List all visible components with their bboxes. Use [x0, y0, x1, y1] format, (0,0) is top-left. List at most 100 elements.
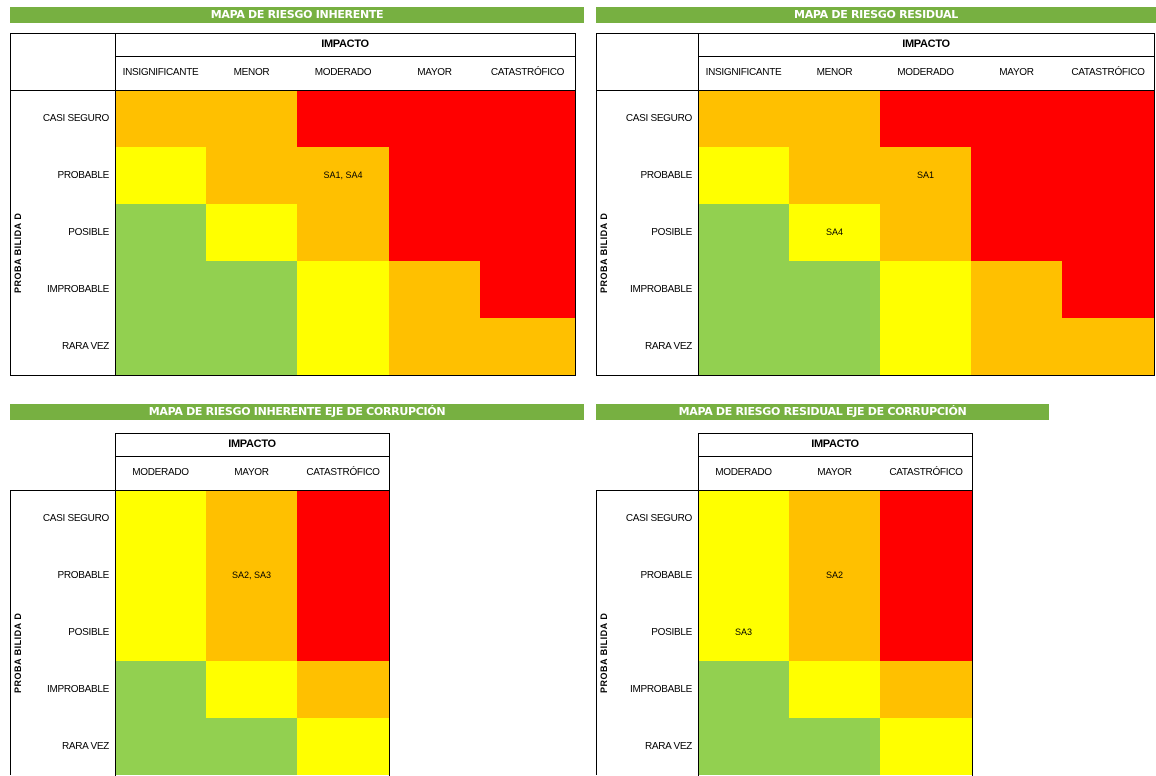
risk-cell-yellow	[206, 661, 297, 718]
risk-cell-green	[698, 718, 789, 775]
risk-cell-yellow	[297, 718, 389, 775]
risk-cell-red	[880, 490, 972, 547]
risk-cell-yellow	[115, 604, 206, 661]
risk-cell-red	[1062, 204, 1154, 261]
risk-cell-red	[971, 90, 1062, 147]
row-area-left-border	[10, 90, 11, 375]
risk-cell-red	[297, 90, 389, 147]
row-area-left-border	[596, 490, 597, 775]
risk-cell-green	[115, 318, 206, 375]
impact-column-label: MAYOR	[234, 467, 269, 478]
probability-row-label: IMPROBABLE	[46, 283, 109, 295]
risk-cell-orange	[480, 318, 575, 375]
risk-cell-red	[297, 547, 389, 604]
risk-cell-red	[480, 261, 575, 318]
impact-title: IMPACTO	[228, 438, 276, 450]
risk-cell-orange	[389, 318, 480, 375]
probability-row-label: IMPROBABLE	[629, 283, 692, 295]
probability-row-label: PROBABLE	[57, 169, 109, 181]
probability-row-label: POSIBLE	[651, 226, 692, 238]
probability-row-label: POSIBLE	[651, 626, 692, 638]
risk-cell-orange	[789, 604, 880, 661]
risk-cell-red	[480, 147, 575, 204]
row-area-left-border	[596, 90, 597, 375]
probability-row-label: CASI SEGURO	[625, 112, 692, 124]
row-area-top-border	[10, 90, 115, 91]
risk-cell-orange	[880, 204, 971, 261]
risk-cell-green	[206, 261, 297, 318]
impact-column-label: MODERADO	[715, 467, 772, 478]
risk-grid-border	[115, 90, 576, 376]
risk-cell-red	[880, 90, 971, 147]
probability-row-label: RARA VEZ	[644, 340, 692, 352]
risk-cell-red	[389, 147, 480, 204]
risk-cell-red	[1062, 261, 1154, 318]
risk-cell-green	[115, 661, 206, 718]
risk-cell-yellow	[880, 718, 972, 775]
impact-column-label: MODERADO	[314, 67, 372, 78]
risk-cell-yellow	[297, 318, 389, 375]
map-title-banner: MAPA DE RIESGO RESIDUAL EJE DE CORRUPCIÓ…	[596, 404, 1049, 420]
risk-grid-border	[115, 490, 390, 776]
risk-cell-green	[698, 661, 789, 718]
risk-cell-green	[789, 718, 880, 775]
risk-cell-yellow	[698, 490, 789, 547]
risk-cell-green	[789, 318, 880, 375]
risk-cell-orange	[789, 547, 880, 604]
risk-cell-yellow	[880, 318, 971, 375]
risk-cell-label: SA2, SA3	[231, 569, 272, 580]
risk-cell-red	[480, 204, 575, 261]
risk-cell-label: SA2	[825, 569, 843, 580]
probability-row-label: PROBABLE	[640, 569, 692, 581]
risk-cell-green	[698, 204, 789, 261]
corner-header-box	[10, 33, 116, 91]
risk-cell-orange	[297, 661, 389, 718]
risk-cell-yellow	[115, 147, 206, 204]
risk-cell-orange	[971, 261, 1062, 318]
risk-cell-green	[206, 718, 297, 775]
risk-cell-label: SA1	[916, 169, 934, 180]
risk-cell-orange	[880, 661, 972, 718]
risk-cell-green	[206, 318, 297, 375]
risk-cell-orange	[206, 604, 297, 661]
risk-cell-orange	[880, 147, 971, 204]
risk-cell-green	[789, 261, 880, 318]
risk-cell-red	[971, 204, 1062, 261]
header-divider-line	[698, 56, 1155, 57]
risk-cell-red	[1062, 90, 1154, 147]
impact-column-label: MODERADO	[132, 467, 189, 478]
risk-cell-orange	[297, 204, 389, 261]
risk-cell-orange	[297, 147, 389, 204]
impact-column-label: MENOR	[233, 67, 270, 78]
probability-row-label: IMPROBABLE	[46, 683, 109, 695]
risk-cell-yellow	[698, 547, 789, 604]
risk-cell-orange	[389, 261, 480, 318]
risk-grid-border	[698, 90, 1155, 376]
risk-cell-orange	[115, 90, 206, 147]
impact-column-label: CATASTRÓFICO	[490, 67, 565, 78]
risk-cell-orange	[206, 490, 297, 547]
impact-title: IMPACTO	[902, 38, 950, 50]
risk-cell-yellow	[698, 147, 789, 204]
probability-row-label: RARA VEZ	[644, 740, 692, 752]
risk-cell-yellow	[297, 261, 389, 318]
impact-column-label: INSIGNIFICANTE	[705, 67, 782, 78]
row-area-top-border	[596, 90, 698, 91]
probability-row-label: POSIBLE	[68, 226, 109, 238]
row-area-top-border	[596, 490, 698, 491]
risk-cell-yellow	[880, 261, 971, 318]
risk-cell-orange	[789, 490, 880, 547]
risk-cell-orange	[789, 147, 880, 204]
probability-row-label: RARA VEZ	[61, 340, 109, 352]
risk-cell-red	[480, 90, 575, 147]
risk-cell-orange	[789, 90, 880, 147]
risk-cell-orange	[206, 90, 297, 147]
risk-grid-border	[698, 490, 973, 776]
risk-cell-green	[698, 261, 789, 318]
risk-cell-yellow	[115, 547, 206, 604]
risk-cell-orange	[206, 547, 297, 604]
impact-header-box	[115, 33, 576, 91]
risk-cell-label: SA1, SA4	[323, 169, 363, 180]
risk-cell-green	[698, 318, 789, 375]
probability-row-label: PROBABLE	[57, 569, 109, 581]
